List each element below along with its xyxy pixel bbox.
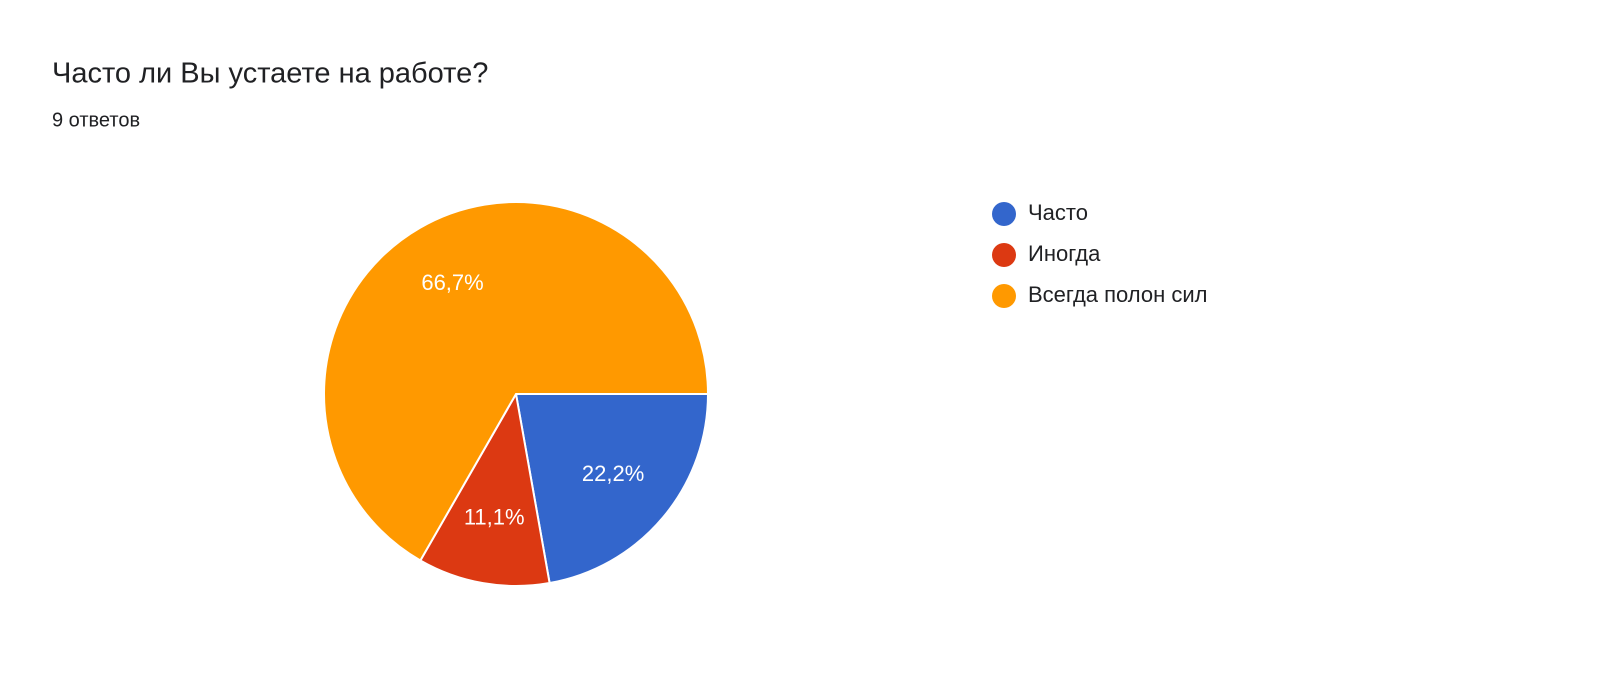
pie-slice [418, 391, 551, 587]
legend-label: Иногда [1028, 241, 1101, 266]
slice-label: 22,2% [582, 461, 644, 486]
pie-slice [323, 201, 710, 562]
chart-title: Часто ли Вы устаете на работе? [52, 58, 488, 90]
legend-label: Всегда полон сил [1028, 282, 1208, 307]
slice-label: 66,7% [421, 270, 483, 295]
legend-swatch [992, 243, 1016, 267]
pie-slice [514, 393, 710, 585]
legend-swatch [992, 284, 1016, 308]
slice-label: 11,1% [464, 505, 525, 530]
legend-label: Часто [1028, 200, 1088, 225]
chart-subtitle: 9 ответов [52, 109, 140, 131]
legend-swatch [992, 202, 1016, 226]
